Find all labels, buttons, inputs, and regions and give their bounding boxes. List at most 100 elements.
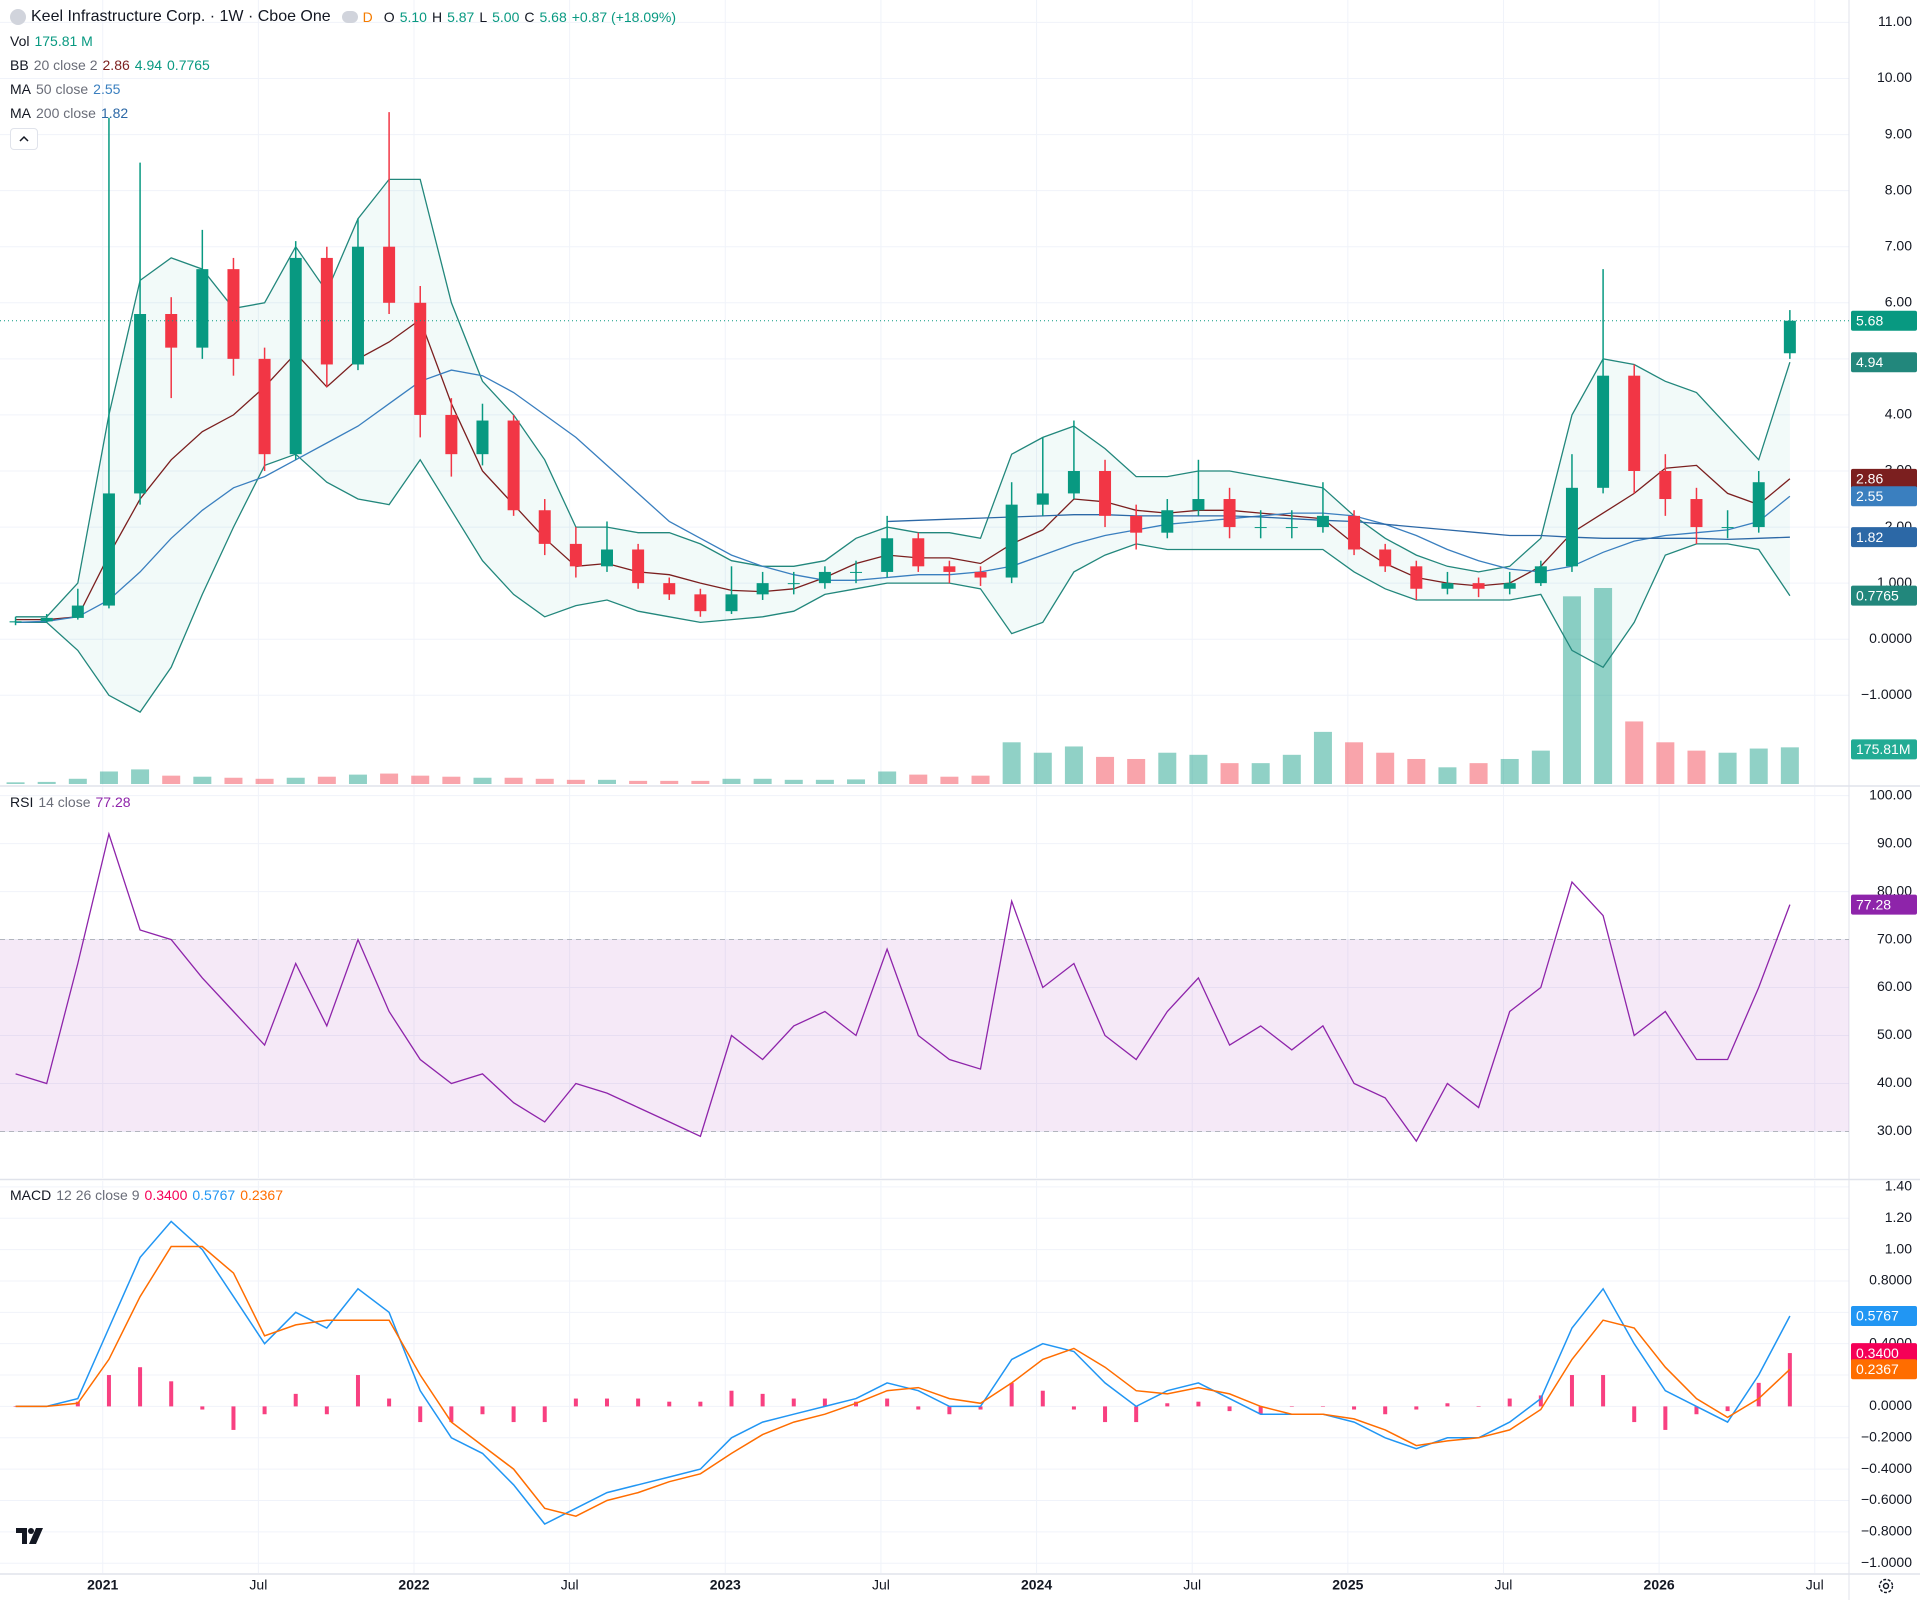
volume-bar [504, 777, 523, 784]
volume-bar [1158, 752, 1177, 784]
candle-body [1441, 583, 1454, 589]
indicator-legend[interactable]: MA 200 close 1.82 [10, 103, 128, 123]
candle-body [1472, 583, 1485, 589]
price-tag-label: 0.5767 [1856, 1308, 1899, 1324]
candle-body [1161, 510, 1174, 533]
histogram-bar [822, 1398, 827, 1407]
volume-bar [971, 775, 990, 784]
y-tick-label: 0.0000 [1869, 630, 1912, 646]
volume-bar [131, 769, 150, 784]
candle-body [414, 302, 427, 415]
volume-bar [815, 779, 834, 784]
volume-bar [1749, 748, 1768, 784]
histogram-bar [1694, 1406, 1699, 1415]
price-tag [1851, 1343, 1917, 1364]
macd-legend[interactable]: MACD 12 26 close 9 0.3400 0.5767 0.2367 [10, 1185, 283, 1205]
volume-bar [411, 775, 430, 784]
volume-bar [1064, 746, 1083, 784]
histogram-bar [169, 1381, 174, 1407]
volume-bar [1656, 742, 1675, 784]
histogram-bar [1725, 1406, 1730, 1412]
indicator-legend[interactable]: BB 20 close 2 2.86 4.94 0.7765 [10, 55, 210, 75]
histogram-bar [1569, 1375, 1574, 1407]
symbol-logo [10, 9, 26, 25]
candle-body [1223, 499, 1236, 528]
volume-bar [224, 777, 243, 784]
indicator-legend[interactable]: Vol 175.81 M [10, 31, 93, 51]
y-tick-label: −0.6000 [1861, 1491, 1912, 1507]
volume-bar [660, 780, 679, 784]
ohlc-value: 5.68 [539, 9, 567, 25]
candle-body [445, 414, 458, 455]
candle-body [538, 510, 551, 544]
chevron-icon [19, 135, 29, 142]
candle-body [1783, 320, 1796, 354]
volume-bar [255, 778, 274, 784]
candle-body [1597, 375, 1610, 488]
x-tick-label: Jul [561, 1577, 579, 1593]
histogram-bar [1538, 1395, 1543, 1407]
candle-body [818, 571, 831, 584]
volume-bar [1438, 767, 1457, 784]
y-tick-label: −1.0000 [1861, 1554, 1912, 1570]
settings-button[interactable] [1876, 1576, 1896, 1596]
candle-body [943, 566, 956, 572]
y-tick-label: 100.00 [1869, 786, 1912, 802]
volume-bar [1531, 750, 1550, 784]
histogram-bar [13, 1406, 18, 1407]
histogram-bar [1787, 1353, 1792, 1407]
candle-body [1721, 527, 1734, 529]
y-tick-label: 0.8000 [1869, 1272, 1912, 1288]
macd-line [15, 1220, 1791, 1525]
tv-logo-icon [16, 1528, 43, 1544]
x-tick-label: Jul [1183, 1577, 1201, 1593]
indicator-value: 0.2367 [240, 1187, 284, 1203]
y-tick-label: 10.00 [1877, 69, 1912, 85]
candle-body [9, 621, 22, 623]
histogram-bar [791, 1398, 796, 1407]
volume-bar [1220, 763, 1239, 784]
volume-bar [1687, 750, 1706, 784]
volume-bar [162, 775, 181, 784]
histogram-bar [1009, 1382, 1014, 1407]
collapse-button[interactable] [10, 128, 38, 150]
histogram-bar [449, 1406, 454, 1423]
y-tick-label: 9.00 [1885, 125, 1912, 141]
histogram-bar [1445, 1403, 1450, 1407]
volume-bar [1096, 756, 1115, 784]
candle-body [320, 257, 333, 365]
volume-bar [1376, 752, 1395, 784]
indicator-name: BB [10, 57, 29, 73]
y-tick-label: −0.8000 [1861, 1523, 1912, 1539]
histogram-bar [200, 1406, 205, 1410]
y-tick-label: 1.00 [1885, 1240, 1912, 1256]
volume-bar [1718, 752, 1737, 784]
candle-body [1752, 482, 1765, 528]
candle-body [507, 420, 520, 511]
rsi-legend[interactable]: RSI 14 close 77.28 [10, 792, 131, 812]
histogram-bar [1663, 1406, 1668, 1430]
candle-body [787, 583, 800, 585]
candle-body [694, 594, 707, 612]
tv-logo[interactable] [14, 1524, 46, 1550]
candle-body [258, 358, 271, 455]
rsi-band [0, 939, 1849, 1132]
histogram-bar [573, 1398, 578, 1407]
price-tag [1851, 739, 1917, 760]
price-tag-label: 2.55 [1856, 488, 1883, 504]
volume-bar [317, 776, 336, 784]
price-tag [1851, 1305, 1917, 1326]
x-tick-label: Jul [872, 1577, 890, 1593]
histogram-bar [916, 1406, 921, 1410]
volume-bar [348, 774, 367, 784]
histogram-bar [698, 1401, 703, 1407]
histogram-bar [1383, 1406, 1388, 1415]
price-tag [1851, 352, 1917, 373]
ohlc-value: 5.87 [447, 9, 475, 25]
histogram-bar [1196, 1401, 1201, 1407]
indicator-params: 12 26 close 9 [56, 1187, 140, 1203]
indicator-legend[interactable]: MA 50 close 2.55 [10, 79, 120, 99]
symbol-title[interactable]: Keel Infrastructure Corp. · 1W · Cboe On… [31, 8, 331, 25]
